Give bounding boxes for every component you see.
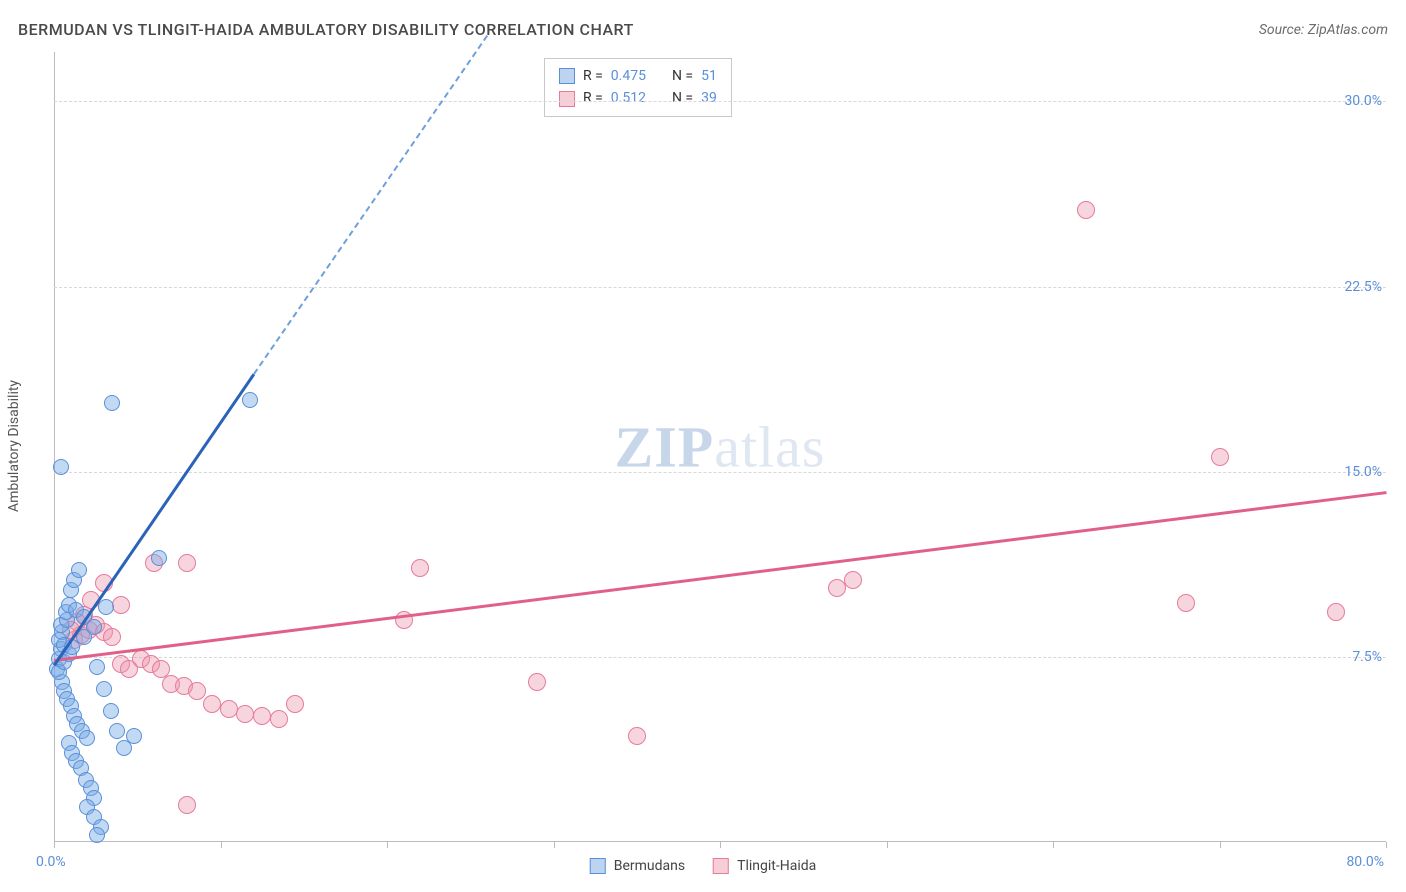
grid-line: [54, 287, 1386, 288]
x-axis-min-label: 0.0%: [36, 854, 66, 870]
stats-r-value: 0.475: [611, 65, 646, 87]
stats-row: R = 0.512 N = 39: [559, 87, 717, 109]
stats-row: R = 0.475 N = 51: [559, 65, 717, 87]
chart-title: BERMUDAN VS TLINGIT-HAIDA AMBULATORY DIS…: [18, 20, 634, 39]
watermark: ZIPatlas: [615, 414, 826, 481]
tlingit-point: [112, 596, 130, 614]
trend-line-extrapolated: [253, 35, 488, 374]
tlingit-point: [286, 695, 304, 713]
tlingit-point: [188, 682, 206, 700]
tlingit-point: [1177, 594, 1195, 612]
grid-line: [54, 657, 1386, 658]
tlingit-point: [528, 673, 546, 691]
watermark-atlas: atlas: [714, 415, 825, 480]
tlingit-point: [203, 695, 221, 713]
tlingit-point: [1211, 448, 1229, 466]
stats-n-label: N =: [672, 65, 693, 87]
x-axis-max-label: 80.0%: [1346, 854, 1384, 870]
source-value: ZipAtlas.com: [1308, 22, 1388, 38]
stats-r-label: R =: [583, 65, 603, 87]
bermudans-point: [71, 562, 87, 578]
bermudans-point: [116, 740, 132, 756]
bermudans-point: [151, 550, 167, 566]
tlingit-point: [1077, 201, 1095, 219]
stats-n-value: 51: [701, 65, 717, 87]
bermudans-point: [89, 827, 105, 843]
bermudans-point: [109, 723, 125, 739]
chart-plot-area: ZIPatlas R = 0.475 N = 51 R = 0.512 N = 39 7.5%…: [54, 52, 1386, 842]
bermudans-point: [89, 659, 105, 675]
bermudans-point: [86, 619, 102, 635]
legend-item-bermudans: Bermudans: [590, 858, 685, 874]
tlingit-point: [178, 554, 196, 572]
tlingit-point: [411, 559, 429, 577]
tlingit-point: [844, 571, 862, 589]
grid-line: [54, 101, 1386, 102]
legend-label-bermudans: Bermudans: [614, 858, 685, 874]
x-tick: [221, 842, 222, 848]
legend-swatch-tlingit: [713, 858, 729, 874]
tlingit-point: [220, 700, 238, 718]
legend: Bermudans Tlingit-Haida: [590, 858, 817, 874]
stats-n-label: N =: [672, 87, 693, 109]
tlingit-point: [236, 705, 254, 723]
x-tick: [1220, 842, 1221, 848]
legend-item-tlingit: Tlingit-Haida: [713, 858, 816, 874]
watermark-zip: ZIP: [615, 415, 715, 480]
bermudans-point: [79, 730, 95, 746]
tlingit-point: [628, 727, 646, 745]
bermudans-point: [242, 392, 258, 408]
grid-line: [54, 472, 1386, 473]
x-tick: [720, 842, 721, 848]
y-tick-label: 22.5%: [1344, 279, 1382, 295]
tlingit-point: [270, 710, 288, 728]
tlingit-point: [178, 796, 196, 814]
bermudans-point: [103, 703, 119, 719]
x-tick: [554, 842, 555, 848]
bermudans-point: [104, 395, 120, 411]
y-axis-label: Ambulatory Disability: [6, 380, 22, 512]
bermudans-point: [98, 599, 114, 615]
stats-swatch: [559, 91, 575, 107]
stats-swatch: [559, 68, 575, 84]
bermudans-point: [53, 459, 69, 475]
legend-label-tlingit: Tlingit-Haida: [737, 858, 816, 874]
x-tick: [1386, 842, 1387, 848]
stats-r-label: R =: [583, 87, 603, 109]
y-tick-label: 15.0%: [1344, 464, 1382, 480]
tlingit-point: [253, 707, 271, 725]
trend-line: [54, 491, 1386, 661]
stats-n-value: 39: [701, 87, 717, 109]
y-tick-label: 7.5%: [1352, 649, 1382, 665]
x-tick: [387, 842, 388, 848]
stats-r-value: 0.512: [611, 87, 646, 109]
x-tick: [54, 842, 55, 848]
trend-line: [53, 373, 255, 666]
correlation-stats-box: R = 0.475 N = 51 R = 0.512 N = 39: [544, 58, 732, 117]
source-label: Source:: [1259, 22, 1308, 38]
bermudans-point: [96, 681, 112, 697]
x-tick: [1053, 842, 1054, 848]
y-axis-line: [54, 52, 55, 842]
source-attribution: Source: ZipAtlas.com: [1259, 22, 1388, 38]
x-tick: [887, 842, 888, 848]
tlingit-point: [828, 579, 846, 597]
legend-swatch-bermudans: [590, 858, 606, 874]
tlingit-point: [103, 628, 121, 646]
y-tick-label: 30.0%: [1344, 93, 1382, 109]
tlingit-point: [1327, 603, 1345, 621]
